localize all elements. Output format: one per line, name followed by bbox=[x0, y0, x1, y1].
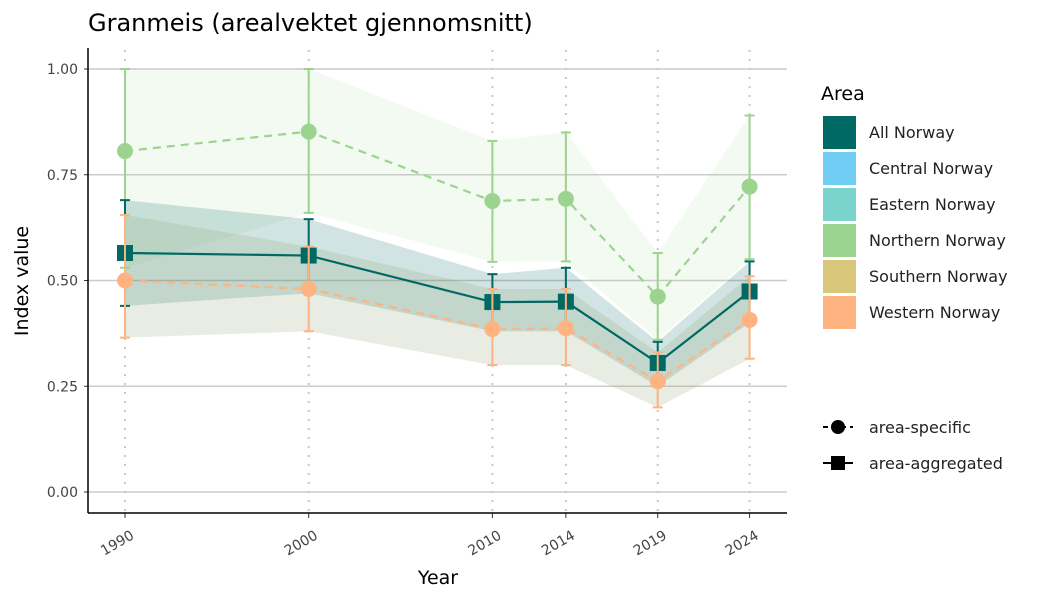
y-tick-label: 1.00 bbox=[47, 62, 78, 78]
legend-label: Southern Norway bbox=[869, 267, 1008, 286]
legend-square-icon bbox=[831, 456, 845, 470]
legend-label: Central Norway bbox=[869, 159, 993, 178]
y-tick-label: 0.00 bbox=[47, 485, 78, 501]
data-point-northern-norway bbox=[300, 123, 317, 140]
x-tick-label: 1990 bbox=[98, 528, 137, 560]
series-line-western-norway bbox=[124, 279, 751, 383]
data-point-northern-norway bbox=[741, 178, 758, 195]
legend-label: Eastern Norway bbox=[869, 195, 996, 214]
ci-ribbon-western-norway bbox=[125, 214, 750, 408]
legend-key-eastern-norway bbox=[823, 188, 856, 221]
data-point-northern-norway bbox=[557, 190, 574, 207]
series-line-all-norway bbox=[124, 251, 751, 365]
y-tick-label: 0.50 bbox=[47, 274, 78, 290]
legend-label: Western Norway bbox=[869, 303, 1000, 322]
legend-key-southern-norway bbox=[823, 260, 856, 293]
chart-title: Granmeis (arealvektet gjennomsnitt) bbox=[88, 9, 533, 37]
legend-key-all-norway bbox=[823, 116, 856, 149]
shape-legend-label: area-aggregated bbox=[869, 454, 1003, 473]
data-point-western-norway bbox=[484, 321, 501, 338]
data-point-western-norway bbox=[649, 373, 666, 390]
x-tick-label: 2000 bbox=[282, 528, 321, 560]
data-point-northern-norway bbox=[117, 143, 133, 160]
ci-ribbon-northern-norway bbox=[125, 69, 750, 340]
ci-ribbon-all-norway bbox=[125, 200, 750, 387]
x-tick-label: 2024 bbox=[723, 528, 762, 560]
x-tick-label: 2010 bbox=[466, 528, 505, 560]
legend-label: Northern Norway bbox=[869, 231, 1006, 250]
y-tick-label: 0.75 bbox=[47, 168, 78, 184]
data-point-northern-norway bbox=[649, 288, 666, 305]
shape-legend-label: area-specific bbox=[869, 418, 971, 437]
x-tick-label: 2019 bbox=[631, 528, 670, 560]
y-axis-label: Index value bbox=[11, 226, 33, 336]
legend-key-northern-norway bbox=[823, 224, 856, 257]
x-tick-label: 2014 bbox=[539, 528, 578, 560]
data-point-western-norway bbox=[117, 272, 133, 289]
data-point-northern-norway bbox=[484, 192, 501, 209]
legend-title: Area bbox=[821, 83, 865, 105]
data-point-western-norway bbox=[300, 280, 317, 297]
legend-key-central-norway bbox=[823, 152, 856, 185]
legend-circle-icon bbox=[831, 420, 845, 434]
x-axis-label: Year bbox=[417, 567, 458, 589]
data-point-western-norway bbox=[557, 320, 574, 337]
legend-label: All Norway bbox=[869, 123, 955, 142]
legend-key-western-norway bbox=[823, 296, 856, 329]
y-tick-label: 0.25 bbox=[47, 379, 78, 395]
data-point-western-norway bbox=[741, 311, 758, 328]
